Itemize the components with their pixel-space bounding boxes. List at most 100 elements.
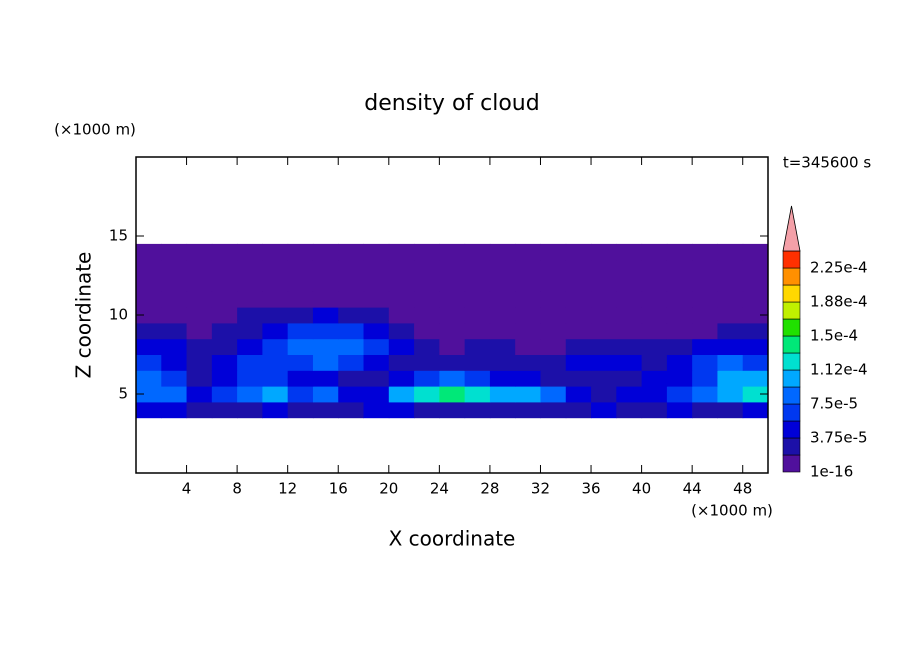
contour-cell [237,291,263,308]
colorbar-segment [782,267,801,286]
contour-cell [616,338,643,355]
contour-cell [717,322,744,340]
contour-cell [136,322,162,340]
contour-cell [692,386,718,403]
contour-cell [363,401,390,419]
contour-cell [666,322,693,340]
contour-cell [388,275,415,292]
contour-cell [439,275,466,292]
contour-cell [388,243,415,261]
contour-cell [692,307,718,324]
contour-cell [641,259,668,276]
contour-cell [363,243,390,261]
contour-cell [616,354,643,371]
contour-cell [414,354,440,371]
contour-cell [262,322,289,340]
contour-cell [136,291,162,308]
contour-cell [414,322,440,340]
contour-cell [717,275,744,292]
contour-cell [237,401,263,419]
contour-cell [388,338,415,355]
colorbar-segment [782,437,801,456]
contour-cell [591,354,617,371]
contour-cell [591,386,617,403]
contour-cell [717,243,744,261]
contour-cell [616,275,643,292]
contour-cell [641,322,668,340]
contour-cell [338,354,365,371]
contour-cell [136,338,162,355]
x-axis-label: X coordinate [389,527,516,551]
contour-cell [464,322,491,340]
colorbar-segment [782,301,801,320]
colorbar-segment [782,335,801,354]
contour-cell [515,243,541,261]
contour-cell [515,322,541,340]
contour-cell [262,354,289,371]
colorbar-label: 1.12e-4 [810,361,868,379]
x-tick-label: 4 [182,480,192,498]
contour-cell [515,354,541,371]
contour-cell [161,322,188,340]
colorbar-label: 7.5e-5 [810,395,858,413]
contour-cell [565,322,592,340]
contour-cell [742,275,769,292]
contour-cell [388,401,415,419]
contour-cell [515,259,541,276]
contour-cell [565,307,592,324]
colorbar-segment [782,403,801,422]
contour-cell [439,338,466,355]
contour-cell [692,291,718,308]
colorbar-segment [782,420,801,439]
contour-cell [742,307,769,324]
contour-cell [262,370,289,387]
colorbar-segment [782,284,801,303]
y-tick-label: 10 [109,306,128,324]
contour-cell [161,338,188,355]
contour-cell [186,259,213,276]
contour-cell [565,354,592,371]
contour-cell [489,354,516,371]
contour-cell [616,243,643,261]
contour-cell [742,338,769,355]
contour-cell [211,243,238,261]
contour-cell [742,401,769,419]
contour-cell [717,386,744,403]
contour-cell [363,338,390,355]
contour-cell [489,386,516,403]
colorbar-extend [782,205,801,252]
contour-cell [692,370,718,387]
contour-cell [591,401,617,419]
contour-cell [287,259,314,276]
contour-cell [186,354,213,371]
contour-cell [136,370,162,387]
y-tick-label: 5 [118,385,128,403]
contour-cell [641,338,668,355]
y-tick-label: 15 [109,227,128,245]
contour-cell [186,322,213,340]
contour-cell [388,354,415,371]
contour-cell [262,259,289,276]
x-tick-label: 48 [733,480,752,498]
contour-cell [666,307,693,324]
contour-cell [641,291,668,308]
contour-cell [262,307,289,324]
contour-cell [136,354,162,371]
contour-cell [666,354,693,371]
contour-cell [262,291,289,308]
contour-cell [464,338,491,355]
contour-cell [338,322,365,340]
contour-cell [666,259,693,276]
contour-cell [515,275,541,292]
contour-cell [312,386,339,403]
contour-cell [742,259,769,276]
contour-cell [312,259,339,276]
y-unit: (×1000 m) [54,121,136,139]
contour-cell [237,338,263,355]
contour-cell [616,307,643,324]
contour-cell [565,401,592,419]
contour-cell [136,275,162,292]
contour-cell [136,243,162,261]
contour-cell [186,401,213,419]
